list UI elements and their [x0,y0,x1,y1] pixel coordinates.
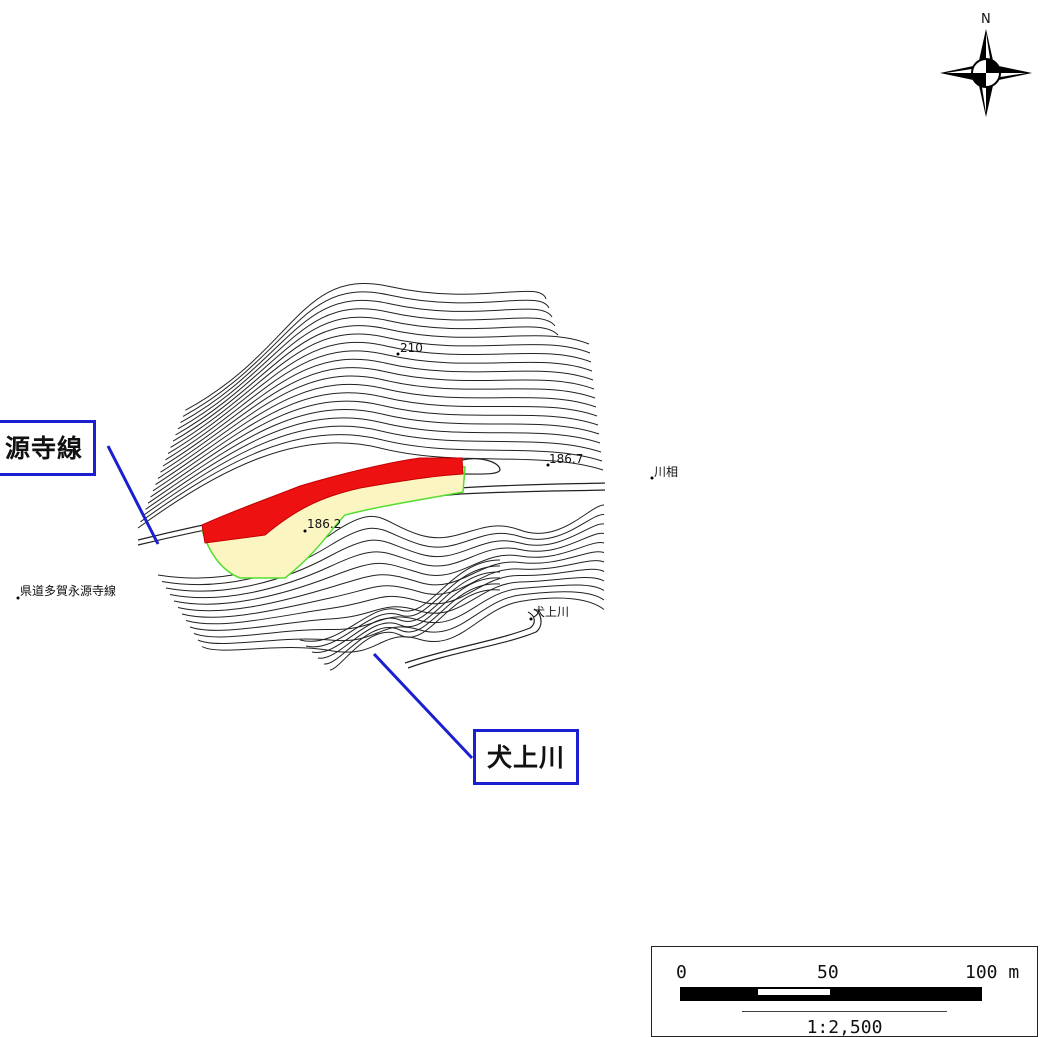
contour-line [172,325,590,442]
elevation-label-210: 210 [400,341,423,355]
contour-line [147,409,600,504]
contour-line [165,523,605,592]
elevation-point-186-2 [303,529,307,533]
contour-line [329,589,501,671]
place-point-kawaai [650,476,654,480]
river-leader-line [372,652,474,760]
river-point [529,617,533,621]
scale-base-bar [680,995,982,1001]
contour-line [169,532,605,599]
contour-line [305,565,501,648]
contour-lines [137,282,605,671]
contour-line [170,333,591,448]
scale-tick-100: 100 m [965,962,1020,983]
scale-tick-0: 0 [676,962,687,983]
contour-line [175,316,559,436]
contour-line [140,433,603,523]
scale-tick-50: 50 [817,962,839,983]
contour-line [167,341,592,455]
contour-line [157,375,596,479]
contour-line [189,576,605,631]
contour-line [180,299,553,424]
elevation-label-186-7: 186.7 [549,452,583,466]
contour-line [177,551,605,612]
river-callout: 犬上川 [473,729,579,785]
contour-line [323,583,501,665]
scale-divider [742,1011,947,1012]
contour-line [181,560,605,618]
north-label: N [981,12,991,27]
scale-bar: 0 50 100 m 1:2,500 [651,946,1038,1037]
contour-line [299,559,501,642]
contour-line [185,282,547,411]
river-callout-text: 犬上川 [486,742,565,772]
contour-line [142,425,602,517]
hazard-zone [201,457,464,544]
river-name-label: 犬上川 [533,605,569,619]
contour-line [162,358,594,467]
elevation-label-186-2: 186.2 [307,517,341,531]
contour-line [165,350,593,461]
contour-line [155,383,597,486]
contour-line [137,442,604,529]
elevation-point-210 [396,352,400,356]
contour-line [145,417,601,510]
contour-line [317,577,501,659]
scale-ratio: 1:2,500 [806,1017,883,1037]
contour-line [197,591,605,645]
contour-line [201,597,605,653]
road-point [16,596,20,600]
contour-line [152,392,598,492]
contour-line [160,367,595,473]
road-leader-line [106,445,160,545]
contour-line [150,400,599,498]
contour-line [182,291,550,417]
elevation-point-186-7 [546,463,550,467]
place-label-kawaai: 川相 [654,465,678,479]
contour-line [185,568,605,625]
contour-line [177,308,556,430]
contour-line [311,571,501,653]
contour-line [173,542,605,605]
compass-rose-icon: N [940,12,1032,117]
road-name-label: 県道多賀永源寺線 [20,583,116,598]
contour-line [193,584,605,638]
road-callout: 源寺線 [0,420,96,476]
road-callout-text: 源寺線 [4,433,83,463]
